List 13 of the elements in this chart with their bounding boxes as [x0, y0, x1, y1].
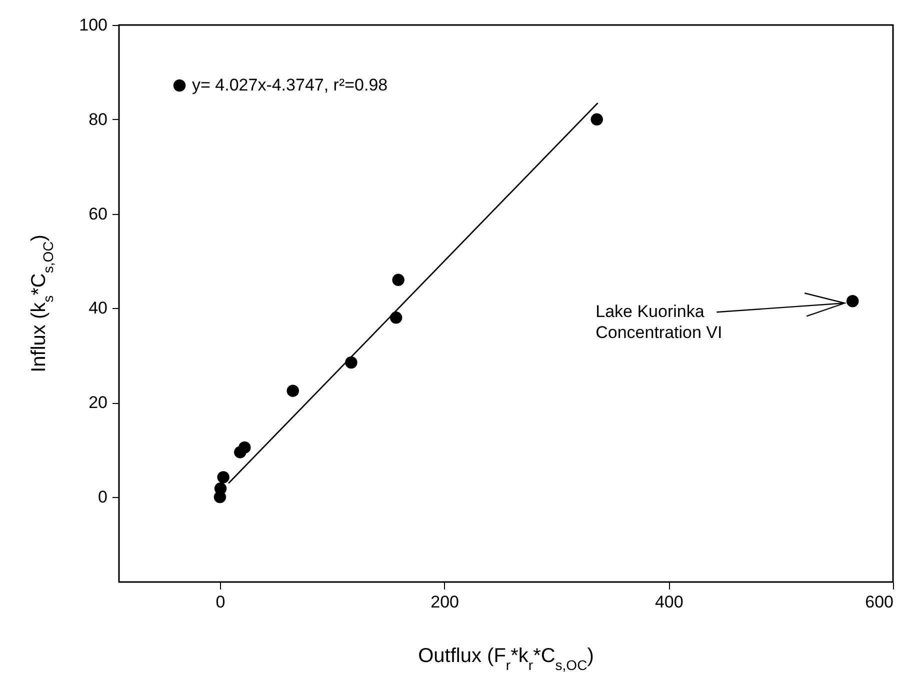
x-tick-label: 600 [865, 592, 894, 612]
y-tick-label: 80 [88, 110, 108, 129]
x-tick-label: 400 [654, 592, 684, 612]
x-tick-label: 200 [430, 592, 459, 612]
x-axis-title: Outflux (F$_{r}$*k$_{r}$*C$_{s,OC}$) [418, 645, 594, 673]
x-tick-label: 0 [216, 592, 226, 612]
y-tick-label: 0 [98, 488, 108, 507]
y-tick-label: 40 [88, 298, 108, 318]
y-tick-label: 20 [88, 393, 108, 412]
y-tick-label: 60 [88, 204, 108, 224]
y-tick-label: 100 [79, 16, 108, 34]
legend-label: y= 4.027x-4.3747, r²=0.98 [192, 76, 388, 94]
annotation: Lake Kuorinka Concentration VI [596, 302, 722, 342]
